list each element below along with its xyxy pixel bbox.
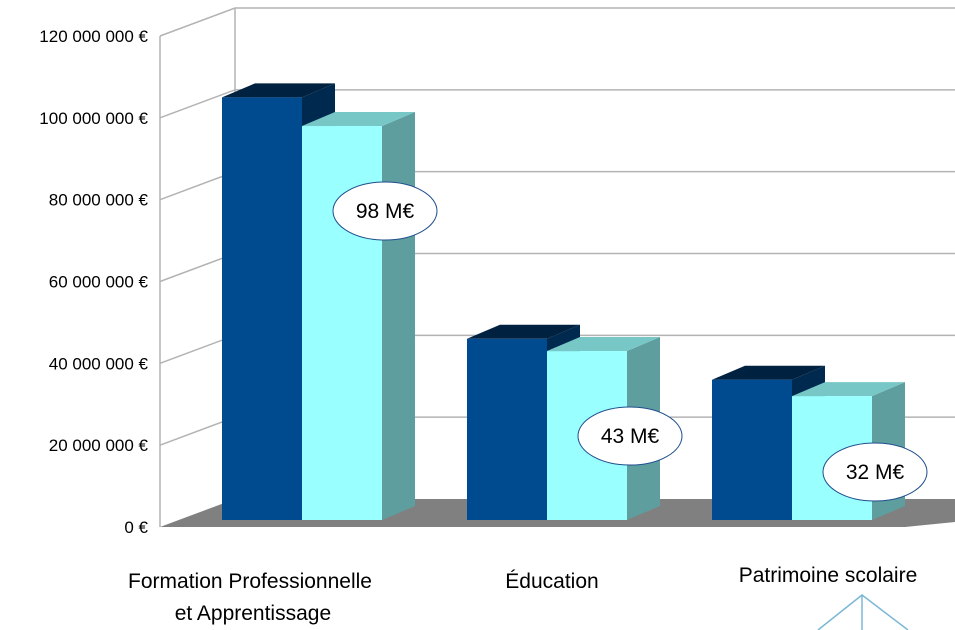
- bar-top: [712, 365, 825, 380]
- data-label-text: 98 M€: [356, 200, 415, 223]
- data-label-text: 43 M€: [601, 425, 660, 448]
- gridline: [159, 7, 955, 37]
- bar: [222, 97, 302, 520]
- bar: [467, 338, 547, 520]
- y-tick-label: 80 000 000 €: [49, 191, 149, 210]
- data-label: 98 M€: [332, 181, 438, 241]
- y-tick-label: 60 000 000 €: [49, 273, 149, 292]
- data-label: 43 M€: [577, 406, 683, 466]
- category-labels: Formation Professionnelle et Apprentissa…: [128, 564, 917, 625]
- y-tick-label: 120 000 000 €: [39, 27, 148, 46]
- bar-top: [302, 112, 415, 127]
- category-label: Éducation: [505, 570, 598, 593]
- data-label-bubble: [332, 181, 438, 241]
- bars: [222, 83, 905, 521]
- category-label-line: Formation Professionnelle: [128, 570, 372, 593]
- category-label: Patrimoine scolaire: [739, 564, 918, 587]
- data-label: 32 M€: [822, 442, 928, 502]
- y-tick-label: 40 000 000 €: [49, 354, 149, 373]
- gridline: [159, 89, 955, 119]
- y-axis: 0 € 20 000 000 € 40 000 000 € 60 000 000 € 8…: [39, 27, 148, 537]
- bar-top: [222, 83, 335, 98]
- decorative-shape: [817, 594, 909, 630]
- data-label-bubble: [577, 406, 683, 466]
- category-label-line: Éducation: [505, 570, 598, 593]
- bar-top: [792, 382, 905, 397]
- data-labels: 98 M€ 43 M€ 32 M€: [332, 181, 928, 502]
- y-tick-label: 100 000 000 €: [39, 109, 148, 128]
- data-label-bubble: [822, 442, 928, 502]
- bar: [712, 379, 792, 520]
- data-label-text: 32 M€: [846, 461, 905, 484]
- decor-line: [817, 594, 909, 630]
- bar-top: [547, 337, 660, 352]
- bar-side: [382, 112, 415, 521]
- y-tick-label: 20 000 000 €: [49, 436, 149, 455]
- y-tick-label: 0 €: [124, 518, 148, 537]
- bar-top: [467, 324, 580, 339]
- category-label: Formation Professionnelle et Apprentissa…: [128, 570, 372, 625]
- category-label-line: et Apprentissage: [169, 602, 331, 625]
- category-label-line: Patrimoine scolaire: [739, 564, 918, 587]
